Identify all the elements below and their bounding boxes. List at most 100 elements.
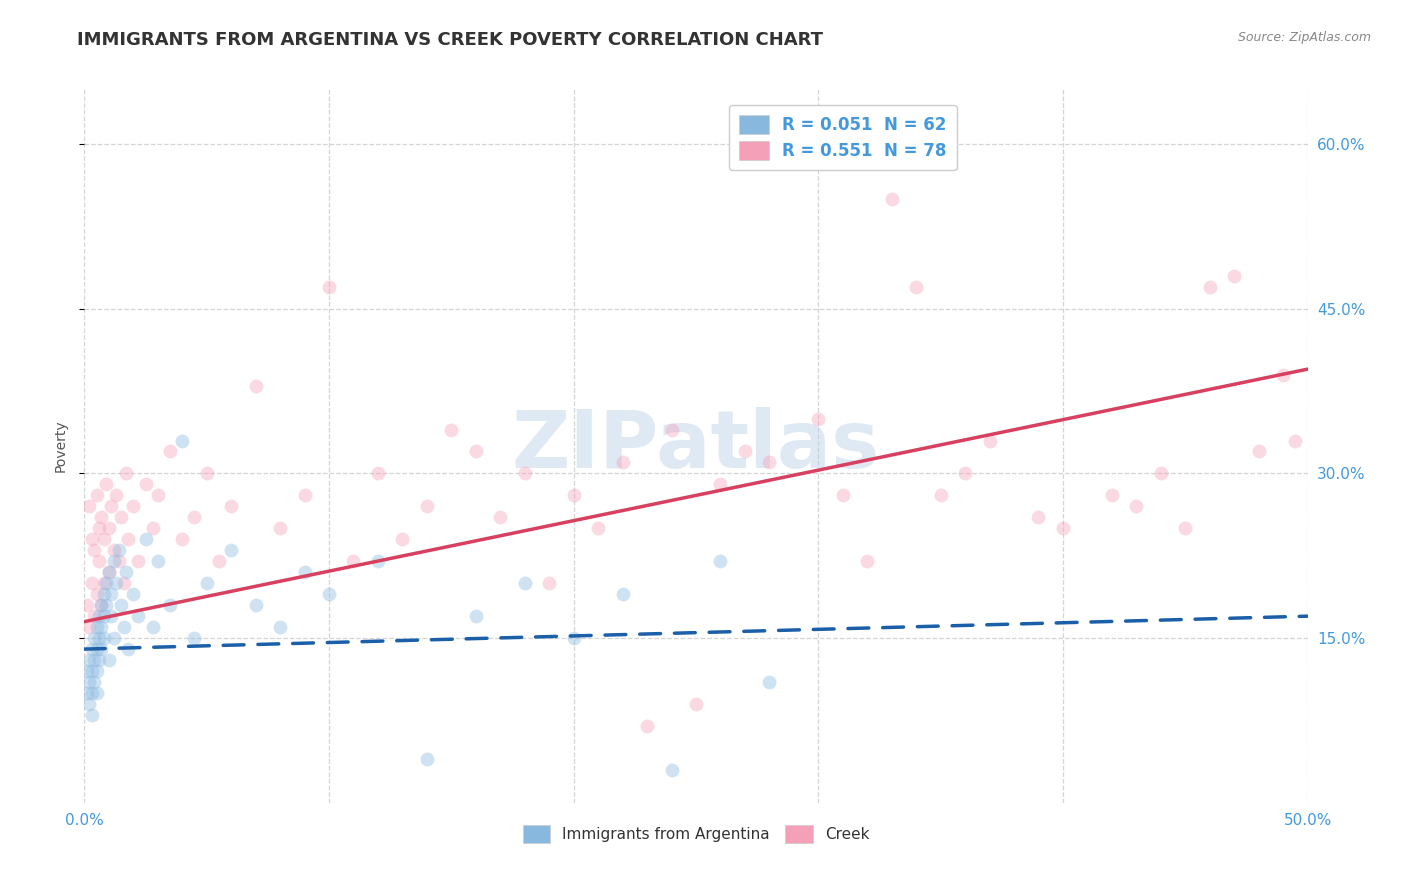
Point — [880, 192, 903, 206]
Point — [183, 631, 205, 645]
Point — [1223, 268, 1246, 283]
Point — [105, 488, 128, 502]
Legend: Immigrants from Argentina, Creek: Immigrants from Argentina, Creek — [516, 819, 876, 848]
Point — [135, 533, 157, 547]
Point — [709, 477, 731, 491]
Point — [97, 566, 120, 580]
Point — [172, 533, 194, 547]
Point — [831, 488, 853, 502]
Point — [100, 609, 122, 624]
Point — [93, 631, 115, 645]
Point — [93, 533, 115, 547]
Point — [685, 697, 707, 711]
Point — [269, 620, 291, 634]
Point — [103, 543, 125, 558]
Point — [110, 598, 132, 612]
Point — [86, 620, 108, 634]
Point — [96, 598, 118, 612]
Point — [318, 280, 340, 294]
Point — [734, 444, 756, 458]
Point — [195, 576, 218, 591]
Point — [489, 510, 512, 524]
Point — [107, 543, 129, 558]
Point — [245, 378, 267, 392]
Point — [159, 598, 181, 612]
Point — [953, 467, 976, 481]
Point — [117, 533, 139, 547]
Point — [294, 488, 316, 502]
Point — [93, 609, 115, 624]
Point — [87, 631, 110, 645]
Point — [1052, 521, 1074, 535]
Point — [661, 763, 683, 777]
Point — [77, 500, 100, 514]
Point — [80, 642, 103, 657]
Point — [562, 631, 585, 645]
Point — [464, 444, 486, 458]
Point — [159, 444, 181, 458]
Point — [146, 554, 169, 568]
Point — [709, 554, 731, 568]
Point — [1284, 434, 1306, 448]
Point — [367, 467, 389, 481]
Point — [127, 554, 149, 568]
Point — [562, 488, 585, 502]
Point — [90, 642, 112, 657]
Point — [758, 455, 780, 469]
Point — [612, 455, 634, 469]
Point — [1272, 368, 1295, 382]
Point — [86, 664, 108, 678]
Point — [97, 521, 120, 535]
Point — [86, 642, 108, 657]
Point — [661, 423, 683, 437]
Point — [612, 587, 634, 601]
Point — [90, 598, 112, 612]
Point — [172, 434, 194, 448]
Point — [979, 434, 1001, 448]
Point — [294, 566, 316, 580]
Point — [77, 675, 100, 690]
Point — [83, 653, 105, 667]
Point — [96, 576, 118, 591]
Point — [318, 587, 340, 601]
Point — [391, 533, 413, 547]
Point — [513, 467, 536, 481]
Point — [87, 521, 110, 535]
Point — [76, 686, 98, 700]
Point — [1028, 510, 1050, 524]
Point — [107, 554, 129, 568]
Point — [416, 752, 439, 766]
Point — [103, 631, 125, 645]
Point — [80, 664, 103, 678]
Point — [440, 423, 463, 437]
Point — [195, 467, 218, 481]
Point — [342, 554, 364, 568]
Point — [96, 477, 118, 491]
Point — [905, 280, 928, 294]
Point — [122, 587, 145, 601]
Point — [77, 620, 100, 634]
Point — [1247, 444, 1270, 458]
Point — [538, 576, 561, 591]
Point — [219, 543, 242, 558]
Point — [115, 566, 138, 580]
Point — [97, 653, 120, 667]
Point — [1101, 488, 1123, 502]
Point — [110, 510, 132, 524]
Point — [90, 598, 112, 612]
Point — [80, 576, 103, 591]
Point — [464, 609, 486, 624]
Point — [112, 620, 135, 634]
Point — [76, 598, 98, 612]
Point — [146, 488, 169, 502]
Point — [1198, 280, 1220, 294]
Point — [513, 576, 536, 591]
Point — [269, 521, 291, 535]
Point — [76, 664, 98, 678]
Point — [93, 587, 115, 601]
Point — [77, 653, 100, 667]
Point — [77, 697, 100, 711]
Point — [83, 631, 105, 645]
Point — [112, 576, 135, 591]
Point — [103, 554, 125, 568]
